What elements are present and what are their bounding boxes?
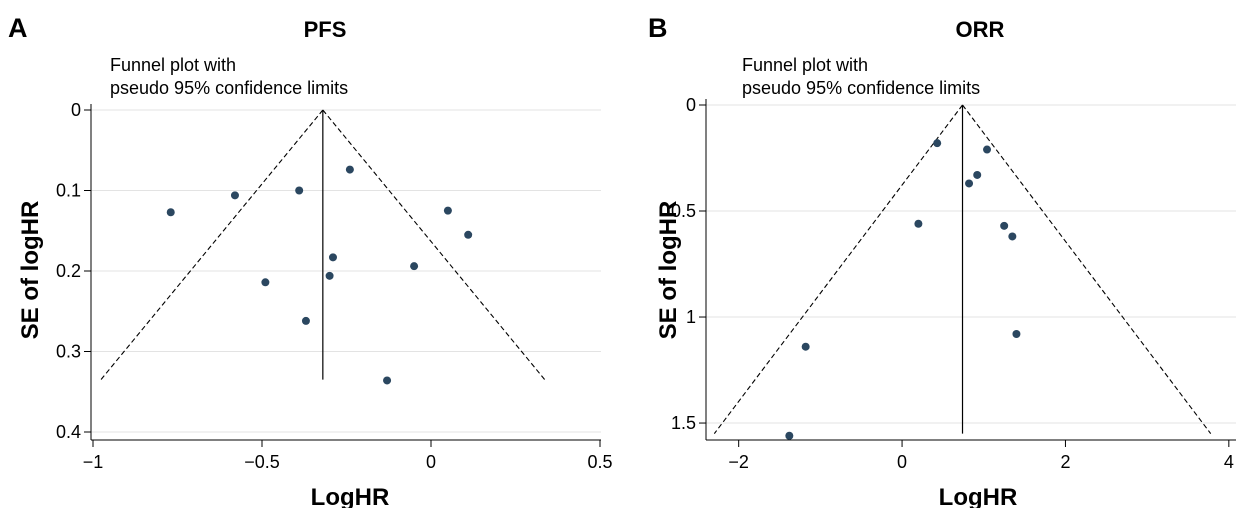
study-point (973, 170, 982, 179)
data-points (166, 165, 473, 385)
panel-letter: B (648, 13, 668, 43)
data-points (785, 139, 1021, 440)
study-point (983, 145, 992, 154)
x-tick-label: 0 (897, 452, 907, 472)
study-point (785, 431, 794, 440)
upper-confidence-limit-line (962, 104, 1212, 434)
y-axis-label: SE of logHR (655, 201, 682, 340)
x-tick-label: 2 (1060, 452, 1070, 472)
upper-confidence-limit-line (322, 109, 546, 381)
study-point (325, 271, 334, 280)
y-tick-label: 0.1 (56, 181, 81, 201)
x-tick-label: −0.5 (244, 452, 280, 472)
y-tick-label: 0.3 (56, 342, 81, 362)
note-line-1: Funnel plot with (110, 55, 236, 75)
study-point (383, 376, 392, 385)
study-point (230, 191, 239, 200)
note-line-2: pseudo 95% confidence limits (110, 78, 348, 98)
y-tick-label: 1 (686, 307, 696, 327)
y-tick-label: 0.4 (56, 422, 81, 442)
note-line-1: Funnel plot with (742, 55, 868, 75)
study-point (261, 278, 270, 287)
x-axis-label: LogHR (939, 484, 1018, 508)
study-point (914, 219, 923, 228)
x-tick-label: −2 (728, 452, 749, 472)
study-point (295, 186, 304, 195)
x-tick-label: 0 (426, 452, 436, 472)
x-tick-label: 4 (1224, 452, 1234, 472)
study-point (166, 208, 175, 217)
study-point (1008, 232, 1017, 241)
study-point (328, 253, 337, 262)
y-axis-label: SE of logHR (17, 201, 44, 340)
lower-confidence-limit-line (713, 104, 963, 434)
x-tick-label: −1 (83, 452, 104, 472)
study-point (933, 139, 942, 148)
study-point (1000, 221, 1009, 230)
y-tick-label: 0.5 (671, 201, 696, 221)
y-tick-label: 0 (71, 100, 81, 120)
gridlines (706, 104, 1236, 424)
x-axis-label: LogHR (311, 484, 390, 508)
y-tick-label: 0 (686, 95, 696, 115)
study-point (410, 262, 419, 271)
study-point (301, 316, 310, 325)
study-point (801, 342, 810, 351)
study-point (1012, 329, 1021, 338)
panel-b: B ORR Funnel plot with pseudo 95% confid… (648, 13, 1236, 508)
y-tick-label: 1.5 (671, 413, 696, 433)
y-tick-label: 0.2 (56, 261, 81, 281)
panel-a: A PFS Funnel plot with pseudo 95% confid… (8, 13, 613, 508)
funnel-lines (100, 109, 546, 381)
lower-confidence-limit-line (100, 109, 324, 381)
study-point (443, 206, 452, 215)
chart-title: ORR (956, 17, 1005, 42)
funnel-lines (713, 104, 1212, 434)
axes: 0 0.1 0.2 0.3 0.4−1 −0.5 0 0.5 (56, 100, 613, 472)
panel-letter: A (8, 13, 28, 43)
study-point (965, 179, 974, 188)
study-point (345, 165, 354, 174)
chart-title: PFS (304, 17, 347, 42)
x-tick-label: 0.5 (587, 452, 612, 472)
note-line-2: pseudo 95% confidence limits (742, 78, 980, 98)
study-point (464, 230, 473, 239)
axes: 0 0.5 1 1.5 −2 0 2 4 (671, 95, 1236, 472)
gridlines (91, 109, 601, 433)
